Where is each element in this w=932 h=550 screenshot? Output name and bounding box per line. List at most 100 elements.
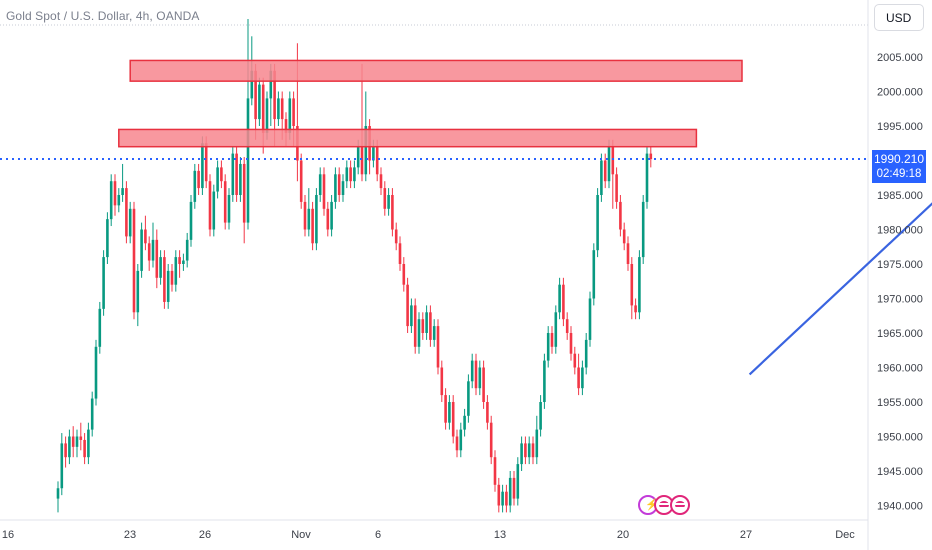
candle-body	[322, 174, 326, 209]
candle-body	[645, 153, 649, 202]
candle-body	[417, 319, 421, 347]
candle-body	[474, 360, 478, 389]
time-tick-label: 27	[740, 529, 752, 541]
chart-grid	[0, 0, 869, 550]
current-price-value: 1990.210	[873, 152, 925, 166]
candle-body	[535, 429, 539, 458]
candle-body	[603, 160, 607, 182]
candle-body	[128, 208, 132, 237]
candle-body	[220, 167, 223, 182]
candle-body	[516, 464, 520, 499]
candle-body	[311, 208, 314, 244]
time-tick-label: Nov	[291, 529, 311, 541]
candle-body	[394, 229, 398, 244]
time-tick-label: 16	[2, 529, 14, 541]
candle-body	[113, 181, 117, 206]
resistance-zones[interactable]	[118, 59, 743, 148]
candle-body	[265, 98, 269, 133]
candle-body	[56, 488, 60, 499]
price-tick-label: 1965.000	[877, 328, 923, 340]
pattern-drawing[interactable]	[748, 71, 932, 376]
us-flag-icon[interactable]	[670, 495, 690, 515]
candle-body	[505, 491, 508, 506]
candle-body	[592, 250, 596, 299]
time-axis[interactable]: 16 23 26 Nov 6 13 20 27 Dec	[2, 529, 855, 541]
candle-body	[208, 181, 212, 230]
candle-body	[318, 174, 322, 195]
candle-body	[87, 429, 90, 458]
candle-body	[413, 305, 417, 347]
candle-body	[379, 174, 383, 189]
resistance-zone-rect[interactable]	[129, 59, 743, 82]
price-axis[interactable]: 1940.000 1945.000 1950.000 1955.000 1960.000…	[877, 52, 923, 513]
candle-body	[204, 143, 208, 182]
price-tick-label: 2000.000	[877, 87, 923, 99]
candle-body	[527, 443, 531, 458]
candle-body	[524, 443, 527, 458]
event-badges[interactable]: ⚡	[638, 495, 690, 515]
candle-body	[212, 191, 216, 230]
candle-body	[151, 239, 155, 261]
candle-body	[299, 160, 303, 202]
candle-body	[649, 153, 653, 160]
bar-countdown: 02:49:18	[876, 168, 922, 180]
candle-body	[562, 284, 565, 320]
candle-body	[155, 239, 159, 278]
candle-body	[147, 243, 151, 261]
candle-body	[353, 167, 356, 182]
zigzag-pattern-line[interactable]	[748, 71, 932, 376]
time-tick-label: 23	[124, 529, 136, 541]
candle-body	[391, 195, 394, 230]
candle-body	[242, 163, 246, 223]
candle-body	[626, 243, 630, 264]
candle-body	[106, 219, 109, 258]
candle-body	[117, 195, 121, 206]
candle-body	[341, 181, 345, 195]
candle-body	[565, 319, 569, 333]
candle-body	[512, 477, 516, 499]
time-tick-label: 20	[617, 529, 629, 541]
candle-body	[619, 201, 622, 230]
time-tick-label: 13	[494, 529, 506, 541]
candle-body	[554, 312, 558, 347]
candle-body	[345, 167, 349, 182]
candle-body	[326, 208, 330, 230]
candle-body	[166, 270, 170, 302]
candle-body	[170, 270, 174, 285]
candle-body	[277, 98, 280, 120]
candle-body	[607, 146, 611, 182]
time-tick-label: 26	[199, 529, 211, 541]
candle-body	[60, 443, 64, 489]
candle-body	[383, 188, 387, 209]
candle-body	[543, 360, 546, 402]
price-tick-label: 1955.000	[877, 397, 923, 409]
candle-body	[201, 143, 204, 189]
candle-body	[280, 98, 284, 120]
candle-body	[307, 208, 311, 230]
candle-body	[144, 229, 147, 244]
candle-body	[197, 170, 200, 189]
candle-body	[79, 436, 83, 440]
candle-body	[223, 181, 227, 223]
resistance-zone-rect[interactable]	[118, 128, 698, 148]
price-tick-label: 1940.000	[877, 501, 923, 513]
candle-body	[364, 126, 368, 175]
candle-body	[577, 367, 580, 389]
candle-body	[486, 402, 489, 423]
candle-body	[546, 333, 550, 361]
candle-body	[402, 264, 406, 285]
candle-body	[246, 98, 250, 223]
candle-body	[611, 146, 615, 175]
candle-body	[349, 167, 352, 182]
candle-body	[520, 443, 523, 465]
candle-body	[121, 188, 124, 195]
price-tick-label: 1950.000	[877, 432, 923, 444]
candle-body	[573, 353, 577, 368]
candle-body	[406, 284, 409, 327]
candle-body	[189, 201, 193, 240]
chart-title: Gold Spot / U.S. Dollar, 4h, OANDA	[6, 9, 200, 23]
candle-body	[436, 326, 440, 368]
currency-selector-button[interactable]: USD	[874, 4, 924, 31]
candle-body	[482, 367, 485, 402]
